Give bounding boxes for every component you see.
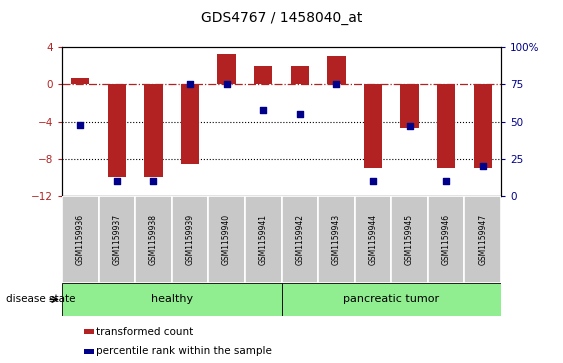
- Bar: [108, 84, 126, 178]
- Bar: [181, 84, 199, 164]
- Point: [149, 178, 158, 184]
- Text: GSM1159947: GSM1159947: [479, 214, 487, 265]
- Text: GSM1159945: GSM1159945: [405, 214, 414, 265]
- Bar: [464, 196, 501, 283]
- Text: GSM1159940: GSM1159940: [222, 214, 231, 265]
- Text: healthy: healthy: [151, 294, 193, 305]
- Point: [75, 122, 84, 127]
- Point: [442, 178, 451, 184]
- Bar: [327, 57, 346, 84]
- Bar: [391, 196, 428, 283]
- Point: [185, 81, 195, 87]
- Text: GSM1159943: GSM1159943: [332, 214, 341, 265]
- Bar: [291, 66, 309, 84]
- Bar: [99, 196, 135, 283]
- Text: GSM1159942: GSM1159942: [296, 214, 304, 265]
- Bar: [355, 196, 391, 283]
- Bar: [400, 84, 419, 128]
- Bar: [364, 84, 382, 168]
- Text: pancreatic tumor: pancreatic tumor: [343, 294, 439, 305]
- Bar: [473, 84, 492, 168]
- Point: [332, 81, 341, 87]
- Bar: [428, 196, 464, 283]
- Bar: [282, 196, 318, 283]
- Point: [258, 107, 268, 113]
- Bar: [144, 84, 163, 178]
- Text: disease state: disease state: [6, 294, 75, 305]
- Bar: [172, 196, 208, 283]
- Text: GSM1159936: GSM1159936: [76, 214, 84, 265]
- Text: percentile rank within the sample: percentile rank within the sample: [96, 346, 271, 356]
- Text: GSM1159941: GSM1159941: [259, 214, 267, 265]
- Bar: [217, 54, 236, 84]
- Text: GSM1159937: GSM1159937: [113, 214, 121, 265]
- Text: GSM1159944: GSM1159944: [369, 214, 377, 265]
- Bar: [71, 78, 90, 84]
- Bar: [437, 84, 455, 168]
- Bar: [282, 283, 501, 316]
- Point: [222, 81, 231, 87]
- Text: GSM1159939: GSM1159939: [186, 214, 194, 265]
- Bar: [62, 283, 282, 316]
- Point: [478, 163, 487, 169]
- Bar: [318, 196, 355, 283]
- Text: GSM1159938: GSM1159938: [149, 214, 158, 265]
- Bar: [254, 66, 272, 84]
- Bar: [208, 196, 245, 283]
- Bar: [245, 196, 282, 283]
- Text: GDS4767 / 1458040_at: GDS4767 / 1458040_at: [201, 11, 362, 25]
- Point: [112, 178, 122, 184]
- Text: transformed count: transformed count: [96, 326, 193, 337]
- Point: [368, 178, 377, 184]
- Point: [405, 123, 414, 129]
- Point: [296, 111, 305, 117]
- Bar: [135, 196, 172, 283]
- Text: GSM1159946: GSM1159946: [442, 214, 450, 265]
- Bar: [62, 196, 99, 283]
